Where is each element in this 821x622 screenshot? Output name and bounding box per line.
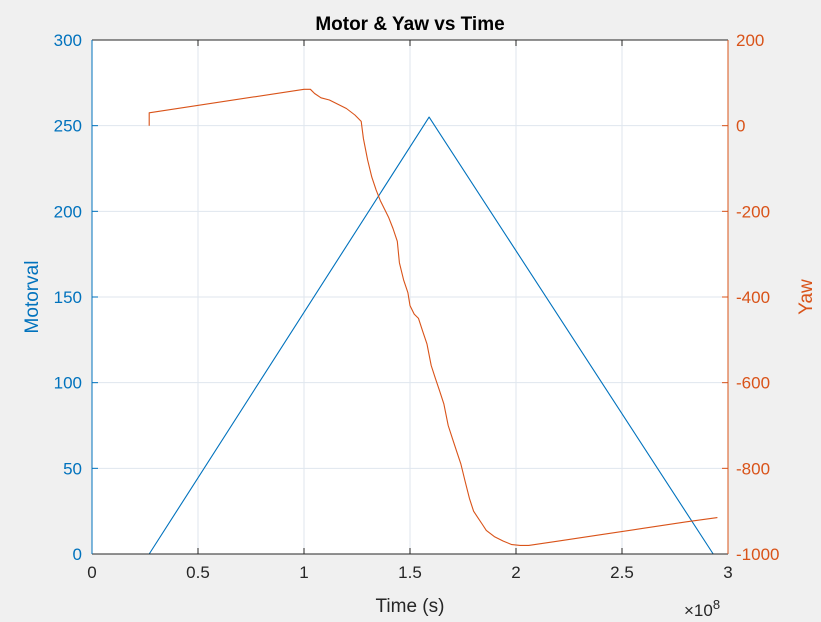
x-tick-label: 0.5 (186, 563, 210, 582)
left-tick-label: 150 (54, 288, 82, 307)
right-axis-label: Yaw (796, 279, 817, 315)
left-tick-label: 100 (54, 374, 82, 393)
x-tick-label: 2.5 (610, 563, 634, 582)
left-tick-label: 300 (54, 31, 82, 50)
right-tick-label: -600 (736, 374, 770, 393)
right-tick-label: -200 (736, 202, 770, 221)
axes-frame (91, 39, 729, 555)
series-layer (148, 88, 718, 555)
x-tick-label: 1.5 (398, 563, 422, 582)
series-line-motorval (148, 116, 714, 555)
x-tick-label: 3 (723, 563, 732, 582)
right-tick-label: -1000 (736, 545, 779, 564)
right-tick-label: -400 (736, 288, 770, 307)
x-exponent-base: ×10 (684, 601, 713, 620)
left-tick-label: 200 (54, 202, 82, 221)
x-tick-label: 0 (87, 563, 96, 582)
left-axis-label: Motorval (22, 261, 43, 334)
x-exponent-power: 8 (713, 597, 720, 612)
chart-title: Motor & Yaw vs Time (315, 14, 504, 35)
right-tick-label: -800 (736, 459, 770, 478)
left-tick-label: 250 (54, 117, 82, 136)
x-exponent-label: ×108 (684, 597, 720, 620)
tick-labels: 0 0.5 1 1.5 2 2.5 3 0 50 100 150 200 250 300 -1000 -800… (54, 31, 780, 582)
left-tick-label: 0 (73, 545, 82, 564)
x-tick-label: 2 (511, 563, 520, 582)
left-tick-label: 50 (63, 459, 82, 478)
right-tick-label: 0 (736, 117, 745, 136)
series-line-yaw (148, 88, 718, 546)
x-axis-label: Time (s) (376, 596, 445, 617)
right-tick-label: 200 (736, 31, 764, 50)
x-tick-label: 1 (299, 563, 308, 582)
